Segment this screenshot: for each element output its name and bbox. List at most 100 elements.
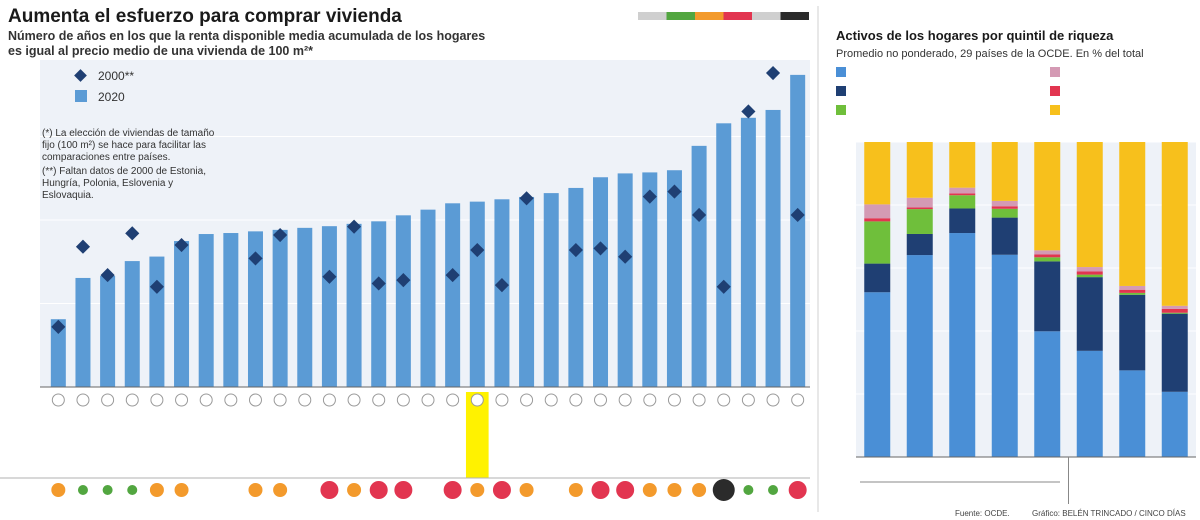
left-legend: 2000** 2020 <box>74 69 134 104</box>
scale-bin <box>723 12 752 20</box>
highlight-band <box>465 392 489 478</box>
marker-2000 <box>125 226 140 241</box>
legend-swatch <box>1050 86 1060 96</box>
country-flag <box>322 393 336 407</box>
stacked-segment <box>1076 142 1103 268</box>
bar-2020 <box>716 123 732 387</box>
country-flag <box>101 393 115 407</box>
stacked-segment <box>906 207 933 210</box>
stacked-segment <box>1119 285 1146 290</box>
bar-2020 <box>223 233 239 387</box>
ratio-dot <box>51 483 66 497</box>
stacked-segment <box>1034 250 1061 255</box>
scale-bin <box>666 12 695 20</box>
ratio-dot <box>149 483 164 497</box>
country-flag <box>76 393 90 407</box>
country-flag <box>643 393 657 407</box>
left-panel: Aumenta el esfuerzo para comprar viviend… <box>0 6 810 501</box>
stacked-segment <box>906 233 933 256</box>
left-title: Aumenta el esfuerzo para comprar viviend… <box>8 6 402 27</box>
marker-2000 <box>371 276 386 291</box>
ratio-dot <box>394 481 413 499</box>
stacked-segment <box>991 217 1018 255</box>
legend-swatch <box>836 105 846 115</box>
stacked-segment <box>906 209 933 234</box>
stacked-segment <box>1034 257 1061 262</box>
marker-2000 <box>642 189 657 204</box>
country-flag <box>667 393 681 407</box>
marker-2000 <box>618 249 633 264</box>
marker-2000 <box>100 268 115 283</box>
ratio-dot <box>320 481 339 499</box>
country-flag <box>224 393 238 407</box>
stacked-segment <box>991 200 1018 207</box>
country-flag <box>446 393 460 407</box>
ratio-dot <box>519 483 534 497</box>
right-title: Activos de los hogares por quintil de ri… <box>836 28 1114 43</box>
country-flag <box>741 393 755 407</box>
stacked-segment <box>1119 294 1146 371</box>
ratio-dot <box>788 481 807 499</box>
ratio-dot <box>369 481 388 499</box>
bar-2020 <box>519 196 535 387</box>
stacked-segment <box>906 197 933 208</box>
bar-2020 <box>395 215 411 387</box>
scale-bin <box>752 12 781 20</box>
stacked-segment <box>949 193 976 196</box>
stacked-segment <box>1161 391 1188 457</box>
note-line-6: Eslovaquia. <box>42 190 94 201</box>
marker-2000 <box>470 242 485 258</box>
legend-swatch <box>1050 105 1060 115</box>
country-flag <box>372 393 386 407</box>
ratio-dot <box>642 483 657 497</box>
marker-2000 <box>248 251 263 266</box>
marker-2000 <box>741 104 756 119</box>
country-flag <box>594 393 608 407</box>
note-line-4: (**) Faltan datos de 2000 de Estonia, <box>42 166 206 177</box>
stacked-segment <box>949 187 976 194</box>
bar-2020 <box>50 319 66 387</box>
bar-2020 <box>445 203 461 387</box>
marker-2000 <box>273 227 288 243</box>
ratio-dot <box>712 479 735 501</box>
credit-note: Gráfico: BELÉN TRINCADO / CINCO DÍAS <box>1032 509 1186 518</box>
marker-2000 <box>519 191 534 206</box>
country-flag <box>175 393 189 407</box>
marker-2000 <box>149 279 164 294</box>
stacked-segment <box>864 292 891 457</box>
bar-2020 <box>568 187 584 387</box>
housing-years-chart <box>0 60 810 501</box>
marker-2000 <box>174 237 189 253</box>
stacked-segment <box>1119 289 1146 293</box>
country-flag <box>273 393 287 407</box>
stacked-segment <box>949 195 976 209</box>
source-note: Fuente: OCDE. <box>955 509 1010 518</box>
right-subtitle: Promedio no ponderado, 29 países de la O… <box>836 48 1144 60</box>
marker-2000 <box>396 273 411 288</box>
marker-2000 <box>790 207 805 223</box>
stacked-segment <box>1161 305 1188 309</box>
country-flag <box>618 393 632 407</box>
stacked-segment <box>864 218 891 222</box>
country-flag <box>51 393 65 407</box>
country-flag <box>569 393 583 407</box>
marker-2000 <box>568 242 583 258</box>
country-flag <box>248 393 262 407</box>
bar-2020 <box>346 223 362 387</box>
bar-2020 <box>198 234 214 387</box>
country-flag <box>544 393 558 407</box>
bar-2020 <box>321 226 337 387</box>
country-flag <box>298 393 312 407</box>
bar-2020 <box>740 117 756 388</box>
right-legend <box>836 67 1060 115</box>
scale-bin <box>638 12 667 20</box>
note-line-2: fijo (100 m²) se hace para facilitar las <box>42 140 206 151</box>
marker-2000 <box>716 279 731 294</box>
stacked-segment <box>1034 254 1061 258</box>
stacked-segment <box>1161 142 1188 306</box>
bar-2020 <box>494 199 510 387</box>
legend-2020-swatch <box>75 90 87 102</box>
legend-swatch <box>836 86 846 96</box>
stacked-segment <box>1076 350 1103 457</box>
